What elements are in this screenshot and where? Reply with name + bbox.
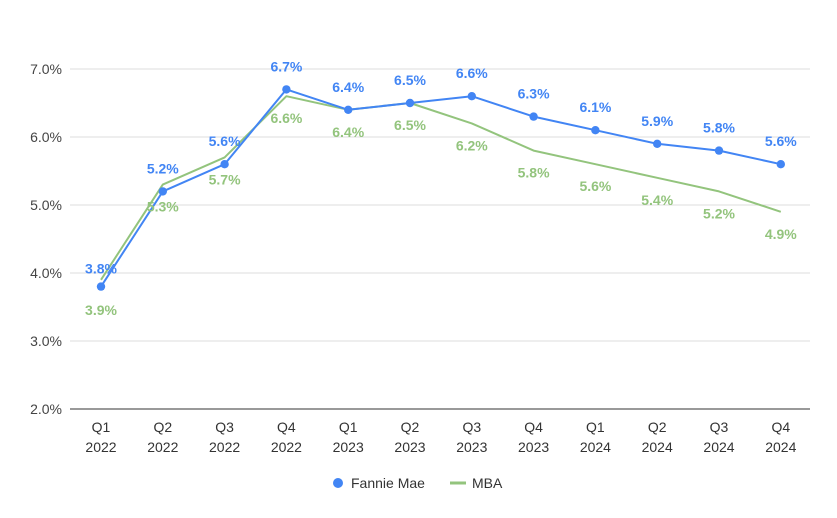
gridlines: [70, 68, 810, 410]
data-label-mba: 6.2%: [456, 137, 488, 153]
x-axis-ticks: Q1 2022 Q2 2022 Q3 2022 Q4 2022 Q1 2023 Q2 2023 Q3 20…: [85, 419, 796, 455]
x-tick-label: 2022: [147, 439, 178, 455]
data-point: [282, 85, 291, 94]
data-point: [776, 160, 785, 169]
series-line-fannie-mae: [100, 88, 782, 288]
y-tick-label: 3.0%: [30, 333, 62, 349]
x-tick-label: 2023: [518, 439, 549, 455]
data-point: [653, 139, 662, 148]
data-label-fannie-mae: 5.9%: [641, 113, 673, 129]
x-tick-label: Q1: [92, 419, 111, 435]
data-label-mba: 5.3%: [147, 199, 179, 215]
data-label-mba: 5.7%: [209, 171, 241, 187]
data-label-fannie-mae: 5.6%: [209, 133, 241, 149]
y-tick-label: 2.0%: [30, 401, 62, 417]
series-line-mba: [100, 95, 782, 281]
data-point: [220, 160, 229, 169]
x-tick-label: Q2: [401, 419, 420, 435]
x-tick-label: 2023: [333, 439, 364, 455]
data-label-mba: 5.4%: [641, 192, 673, 208]
x-tick-label: 2022: [85, 439, 116, 455]
data-label-fannie-mae: 5.6%: [765, 133, 797, 149]
y-tick-label: 5.0%: [30, 197, 62, 213]
x-tick-label: Q1: [586, 419, 605, 435]
x-tick-label: 2022: [271, 439, 302, 455]
legend-label-fannie-mae: Fannie Mae: [351, 475, 425, 491]
x-tick-label: Q1: [339, 419, 358, 435]
data-point: [714, 146, 724, 155]
data-label-fannie-mae: 5.8%: [703, 120, 735, 136]
data-label-mba: 5.2%: [703, 205, 735, 221]
x-tick-label: 2024: [765, 439, 796, 455]
x-tick-label: Q3: [710, 419, 729, 435]
data-label-fannie-mae: 3.8%: [85, 261, 117, 277]
data-label-fannie-mae: 6.4%: [332, 79, 364, 95]
data-label-mba: 4.9%: [765, 226, 797, 242]
x-tick-label: 2022: [209, 439, 240, 455]
data-label-fannie-mae: 6.5%: [394, 72, 426, 88]
legend-label-mba: MBA: [472, 475, 503, 491]
data-label-fannie-mae: 6.1%: [579, 99, 611, 115]
data-label-mba: 6.6%: [270, 110, 302, 126]
data-label-fannie-mae: 6.6%: [456, 65, 488, 81]
x-tick-label: 2023: [456, 439, 487, 455]
y-tick-label: 7.0%: [30, 61, 62, 77]
data-label-fannie-mae: 6.3%: [518, 86, 550, 102]
legend-marker-fannie-mae: [333, 478, 343, 488]
legend: Fannie Mae MBA: [333, 475, 503, 491]
data-label-fannie-mae: 6.7%: [270, 58, 302, 74]
x-tick-label: Q4: [771, 419, 790, 435]
x-tick-label: 2024: [703, 439, 734, 455]
data-label-mba: 6.5%: [394, 117, 426, 133]
x-tick-label: Q3: [215, 419, 234, 435]
x-tick-label: 2024: [642, 439, 673, 455]
data-labels: 3.8% 5.2% 5.6% 6.7% 6.4% 6.5% 6.6% 6.3% 6.1% 5.9%…: [85, 58, 797, 317]
x-tick-label: Q3: [462, 419, 481, 435]
x-tick-label: 2023: [394, 439, 425, 455]
data-point: [529, 112, 538, 121]
series-group: [96, 85, 785, 291]
data-point: [344, 105, 353, 115]
data-label-mba: 6.4%: [332, 124, 364, 140]
x-tick-label: Q2: [153, 419, 172, 435]
data-point: [467, 92, 476, 101]
data-point: [405, 98, 415, 108]
data-label-mba: 5.8%: [518, 165, 550, 181]
data-point: [158, 187, 167, 196]
y-tick-label: 6.0%: [30, 129, 62, 145]
x-tick-label: Q4: [524, 419, 543, 435]
x-tick-label: Q4: [277, 419, 296, 435]
data-label-mba: 5.6%: [579, 178, 611, 194]
y-tick-label: 4.0%: [30, 265, 62, 281]
x-tick-label: 2024: [580, 439, 611, 455]
data-label-mba: 3.9%: [85, 302, 117, 318]
x-tick-label: Q2: [648, 419, 667, 435]
data-label-fannie-mae: 5.2%: [147, 160, 179, 176]
data-point: [96, 282, 106, 291]
y-axis-ticks: 2.0% 3.0% 4.0% 5.0% 6.0% 7.0%: [30, 61, 62, 417]
data-point: [591, 126, 600, 135]
